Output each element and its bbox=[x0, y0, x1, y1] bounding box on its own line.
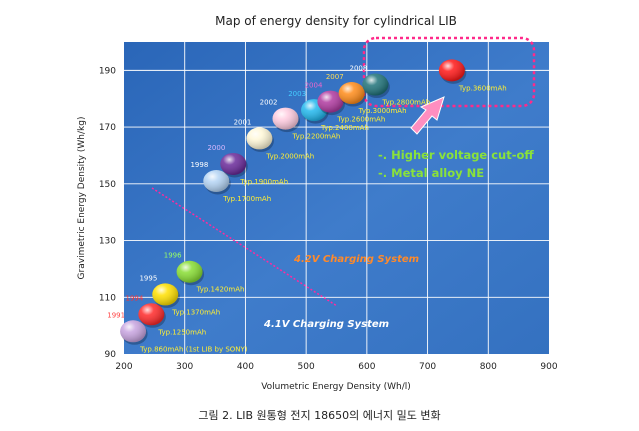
point-year-label: 1996 bbox=[164, 252, 182, 260]
data-point: 2007 Typ.3000mAh bbox=[326, 73, 407, 115]
y-tick-label: 150 bbox=[99, 180, 116, 190]
point-capacity-label: Typ.1700mAh bbox=[222, 195, 271, 203]
point-year-label: 2004 bbox=[305, 82, 323, 90]
data-point: 1995 Typ.1370mAh bbox=[139, 274, 220, 316]
data-point: 1991 Typ.860mAh (1st LIB by SONY) bbox=[107, 311, 248, 353]
y-tick-label: 110 bbox=[99, 293, 116, 303]
point-shine bbox=[362, 73, 389, 96]
point-year-label: 2002 bbox=[260, 99, 278, 107]
data-point: 2008 Typ.2800mAh bbox=[350, 65, 431, 107]
chart-title: Map of energy density for cylindrical LI… bbox=[215, 14, 457, 28]
point-year-label: 1994 bbox=[125, 294, 143, 302]
point-capacity-label: Typ.2000mAh bbox=[265, 152, 314, 160]
x-tick-label: 900 bbox=[540, 362, 557, 372]
arrow-icon bbox=[410, 96, 445, 135]
data-point: 2000 Typ.1900mAh bbox=[207, 144, 288, 186]
y-tick-label: 130 bbox=[99, 237, 116, 247]
x-tick-label: 700 bbox=[419, 362, 436, 372]
point-capacity-label: Typ.2600mAh bbox=[336, 116, 385, 124]
label-41v-charging: 4.1V Charging System bbox=[263, 319, 389, 330]
point-capacity-label: Typ.2200mAh bbox=[292, 133, 341, 141]
data-point: 2004 Typ.2600mAh bbox=[305, 82, 386, 124]
point-capacity-label: Typ.1250mAh bbox=[157, 328, 206, 336]
point-capacity-label: Typ.3600mAh bbox=[458, 84, 507, 92]
figure-caption: 그림 2. LIB 원통형 전지 18650의 에너지 밀도 변화 bbox=[198, 409, 441, 422]
y-axis-label: Gravimetric Energy Density (Wh/kg) bbox=[77, 117, 87, 280]
data-point: 1996 Typ.1420mAh bbox=[164, 252, 245, 294]
x-tick-label: 500 bbox=[298, 362, 315, 372]
point-shine bbox=[438, 59, 465, 82]
data-point: 1994 Typ.1250mAh bbox=[125, 294, 206, 336]
data-point: Typ.3600mAh bbox=[438, 59, 507, 92]
data-point: 2001 Typ.2000mAh bbox=[234, 118, 315, 160]
point-year-label: 2007 bbox=[326, 73, 344, 81]
point-shine bbox=[272, 107, 299, 130]
point-capacity-label: Typ.2800mAh bbox=[381, 99, 430, 107]
data-point: 2002 Typ.2200mAh bbox=[260, 99, 341, 141]
point-shine bbox=[120, 320, 147, 343]
point-capacity-label: Typ.2400mAh bbox=[320, 124, 369, 132]
axis-ticks: 200 300 400 500 600 700 800 900 90 110 130 150 170 19… bbox=[99, 66, 558, 372]
x-tick-label: 400 bbox=[237, 362, 254, 372]
charging-line-42v bbox=[151, 187, 338, 307]
point-shine bbox=[317, 90, 344, 113]
x-tick-label: 300 bbox=[176, 362, 193, 372]
point-shine bbox=[246, 127, 273, 150]
x-tick-label: 600 bbox=[358, 362, 375, 372]
point-year-label: 2003 bbox=[288, 90, 306, 98]
point-capacity-label: Typ.860mAh (1st LIB by SONY) bbox=[139, 345, 248, 353]
point-shine bbox=[203, 169, 230, 192]
y-tick-label: 190 bbox=[99, 66, 116, 76]
point-capacity-label: Typ.1370mAh bbox=[171, 308, 220, 316]
point-shine bbox=[176, 260, 203, 283]
x-tick-label: 200 bbox=[115, 362, 132, 372]
energy-density-chart: Map of energy density for cylindrical LI… bbox=[77, 14, 558, 392]
label-42v-charging: 4.2V Charging System bbox=[293, 254, 419, 265]
point-capacity-label: Typ.1420mAh bbox=[196, 286, 245, 294]
y-tick-label: 90 bbox=[105, 350, 117, 360]
point-shine bbox=[220, 152, 247, 175]
point-shine bbox=[152, 283, 179, 306]
point-shine bbox=[138, 303, 165, 326]
point-capacity-label: Typ.1900mAh bbox=[239, 178, 288, 186]
point-year-label: 1991 bbox=[107, 311, 125, 319]
data-point: 1998 Typ.1700mAh bbox=[190, 161, 271, 203]
annotation-higher-voltage: -. Higher voltage cut-off bbox=[378, 148, 534, 162]
data-points: 1991 Typ.860mAh (1st LIB by SONY) 1994 Typ.… bbox=[107, 59, 507, 353]
point-shine bbox=[338, 82, 365, 105]
point-year-label: 2008 bbox=[350, 65, 368, 73]
x-tick-label: 800 bbox=[480, 362, 497, 372]
point-capacity-label: Typ.3000mAh bbox=[358, 107, 407, 115]
point-year-label: 1998 bbox=[190, 161, 208, 169]
y-tick-label: 170 bbox=[99, 123, 116, 133]
point-year-label: 2001 bbox=[234, 118, 252, 126]
x-axis-label: Volumetric Energy Density (Wh/l) bbox=[261, 382, 411, 392]
grid-lines bbox=[124, 42, 549, 354]
point-year-label: 2000 bbox=[207, 144, 225, 152]
highlight-box bbox=[362, 36, 536, 108]
annotation-metal-alloy: -. Metal alloy NE bbox=[378, 166, 484, 180]
point-year-label: 1995 bbox=[139, 274, 157, 282]
